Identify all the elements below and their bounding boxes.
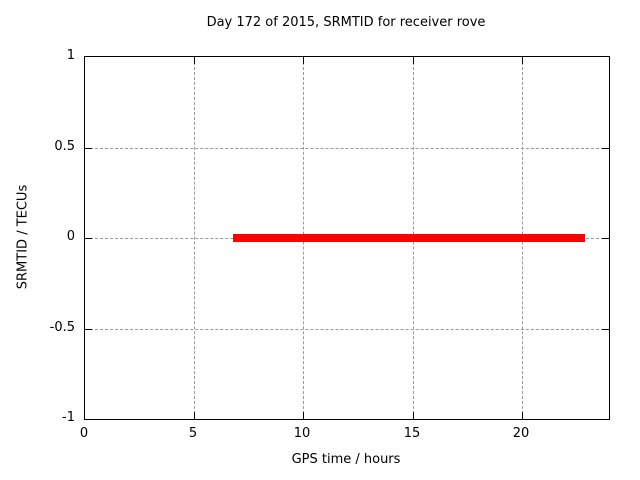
y-tick-left xyxy=(85,148,92,149)
x-tick-bottom xyxy=(303,412,304,419)
x-tick-bottom xyxy=(522,412,523,419)
y-tick-left xyxy=(85,329,92,330)
y-tick-label: 0 xyxy=(66,229,75,244)
y-tick-right xyxy=(602,329,609,330)
x-tick-top xyxy=(413,57,414,64)
x-tick-label: 10 xyxy=(293,426,311,441)
data-series-line xyxy=(233,234,585,242)
y-tick-label: 0.5 xyxy=(54,139,75,154)
x-tick-bottom xyxy=(194,412,195,419)
x-tick-top xyxy=(303,57,304,64)
y-tick-label: -1 xyxy=(62,410,75,425)
x-tick-top xyxy=(194,57,195,64)
x-tick-top xyxy=(522,57,523,64)
x-tick-bottom xyxy=(413,412,414,419)
y-tick-label: 1 xyxy=(66,48,75,63)
chart-title: Day 172 of 2015, SRMTID for receiver rov… xyxy=(206,15,486,30)
x-tick-label: 5 xyxy=(188,426,198,441)
x-tick-label: 20 xyxy=(512,426,530,441)
y-tick-right xyxy=(602,148,609,149)
y-gridline xyxy=(85,148,609,149)
x-axis-label: GPS time / hours xyxy=(291,452,401,467)
plot-area xyxy=(84,56,610,420)
y-tick-right xyxy=(602,238,609,239)
y-tick-left xyxy=(85,238,92,239)
y-tick-label: -0.5 xyxy=(49,320,75,335)
y-gridline xyxy=(85,329,609,330)
x-tick-label: 0 xyxy=(79,426,89,441)
x-tick-label: 15 xyxy=(403,426,421,441)
